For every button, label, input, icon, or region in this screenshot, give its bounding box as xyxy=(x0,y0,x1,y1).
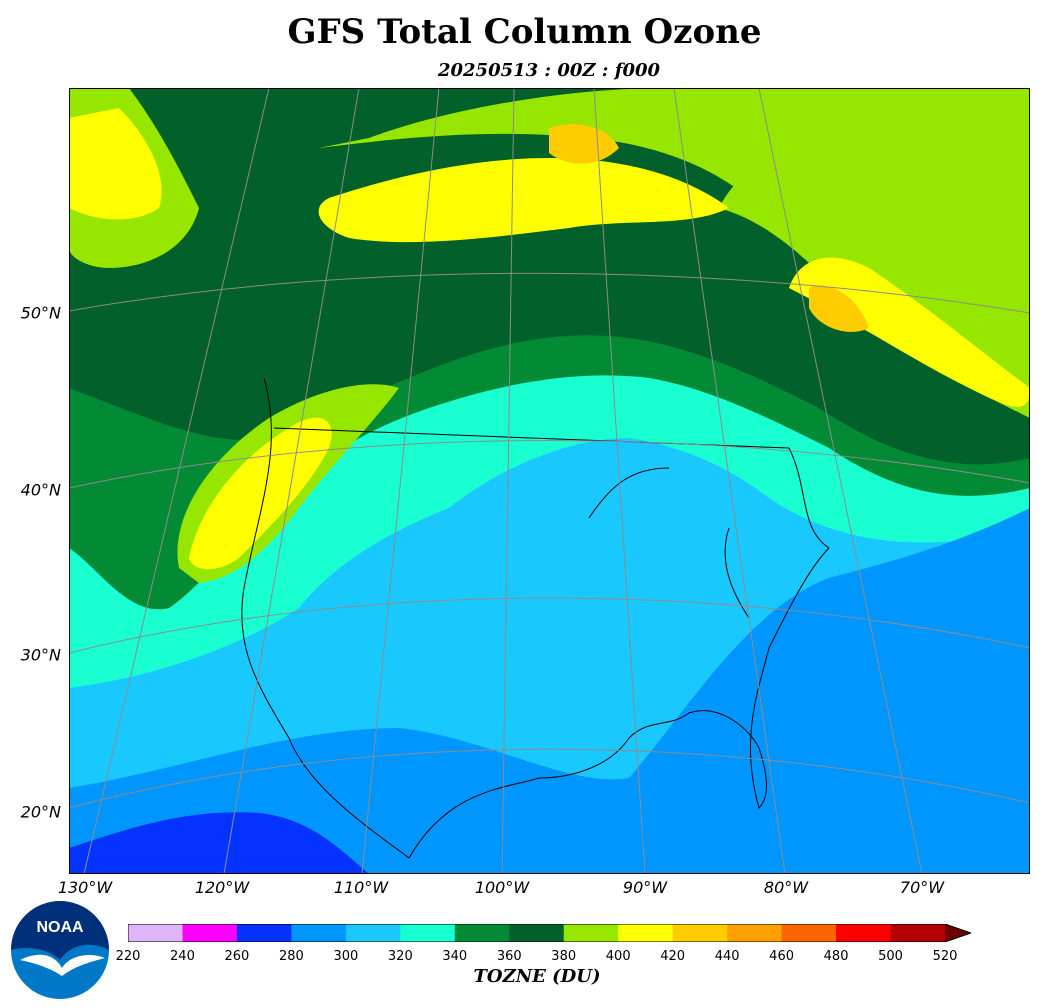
ozone-field-400-420-northwest xyxy=(69,108,162,220)
chart-title: GFS Total Column Ozone xyxy=(287,12,762,52)
colorbar-cell xyxy=(182,924,238,942)
ozone-field-280-300 xyxy=(69,508,1030,874)
lat-label: 40°N xyxy=(20,480,61,500)
lon-label: 110°W xyxy=(333,878,389,897)
colorbar-extend-arrow xyxy=(945,924,971,942)
colorbar-cell xyxy=(509,924,565,942)
colorbar-tick-label: 320 xyxy=(387,949,413,964)
colorbar-cell xyxy=(345,924,401,942)
noaa-logo: NOAA xyxy=(11,901,109,999)
colorbar-cell xyxy=(563,924,619,942)
lon-label: 80°W xyxy=(763,878,809,897)
lon-label: 70°W xyxy=(899,878,945,897)
colorbar-tick-label: 280 xyxy=(278,949,304,964)
colorbar-cell xyxy=(727,924,783,942)
ozone-map xyxy=(69,88,1030,874)
colorbar-tick-label: 520 xyxy=(932,949,958,964)
colorbar-cell xyxy=(291,924,347,942)
lat-label: 20°N xyxy=(20,802,61,822)
colorbar-outline xyxy=(128,924,971,942)
colorbar-label: TOZNE (DU) xyxy=(473,966,601,987)
colorbar-cell xyxy=(672,924,728,942)
colorbar-tick-label: 380 xyxy=(551,949,577,964)
ozone-field-400-420-east xyxy=(789,257,1030,407)
colorbar-tick-label: 480 xyxy=(823,949,849,964)
colorbar-tick-label: 420 xyxy=(660,949,686,964)
lon-label: 90°W xyxy=(622,878,668,897)
colorbar-tick-label: 220 xyxy=(115,949,141,964)
colorbar-tick-label: 240 xyxy=(170,949,195,964)
colorbar-tick-label: 300 xyxy=(333,949,359,964)
lon-label: 130°W xyxy=(57,878,113,897)
colorbar-tick-label: 360 xyxy=(496,949,522,964)
colorbar-cell xyxy=(836,924,892,942)
colorbar-cell xyxy=(236,924,292,942)
graticule xyxy=(69,88,1030,874)
map-frame xyxy=(69,88,1030,874)
colorbar xyxy=(128,924,971,942)
colorbar-tick-label: 400 xyxy=(605,949,631,964)
colorbar-cell xyxy=(781,924,837,942)
ozone-field-420-440 xyxy=(549,124,619,164)
svg-text:NOAA: NOAA xyxy=(36,919,84,936)
colorbar-cell xyxy=(128,924,183,942)
colorbar-cell xyxy=(454,924,510,942)
colorbar-cell xyxy=(400,924,456,942)
colorbar-tick-label: 460 xyxy=(769,949,795,964)
colorbar-tick-label: 440 xyxy=(714,949,740,964)
lon-label: 120°W xyxy=(194,878,250,897)
ozone-field-400-420 xyxy=(318,158,729,243)
chart-subtitle: 20250513 : 00Z : f000 xyxy=(437,60,661,81)
ozone-field-420-440-east xyxy=(809,285,869,332)
colorbar-cell xyxy=(890,924,946,942)
lon-label: 100°W xyxy=(474,878,530,897)
colorbar-tick-label: 260 xyxy=(224,949,250,964)
lat-label: 30°N xyxy=(20,645,61,665)
ozone-field-260-280 xyxy=(69,812,369,874)
lat-label: 50°N xyxy=(20,303,61,323)
colorbar-tick-label: 500 xyxy=(878,949,903,964)
colorbar-tick-label: 340 xyxy=(442,949,468,964)
colorbar-cell xyxy=(618,924,674,942)
